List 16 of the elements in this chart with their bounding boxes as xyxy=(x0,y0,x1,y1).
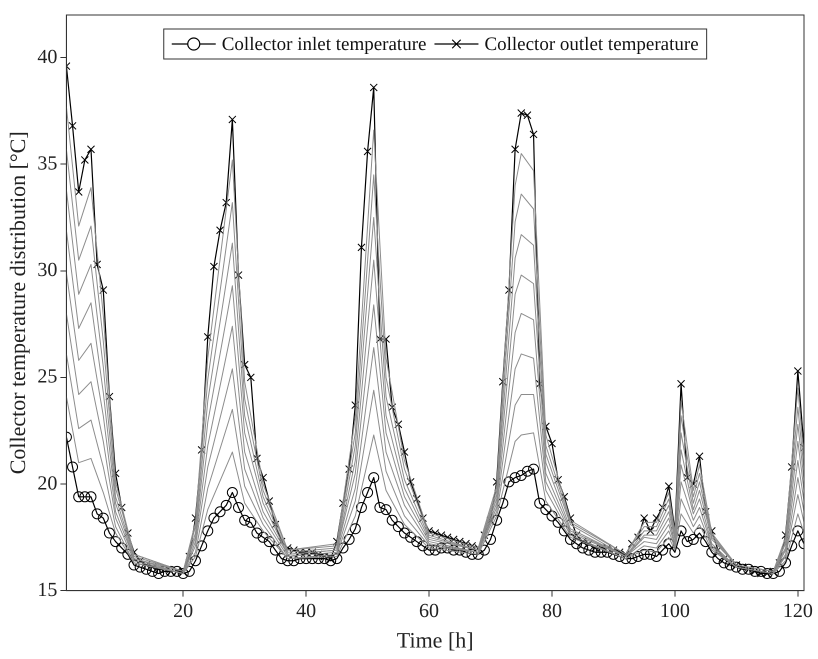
y-tick-label: 20 xyxy=(37,472,58,494)
y-tick-label: 15 xyxy=(37,578,58,601)
x-axis-title: Time [h] xyxy=(396,628,474,653)
legend-label: Collector inlet temperature xyxy=(222,34,426,55)
x-tick-label: 80 xyxy=(542,600,562,622)
y-tick-label: 30 xyxy=(37,259,58,282)
y-axis-title: Collector temperature distribution [°C] xyxy=(4,131,30,474)
x-tick-label: 60 xyxy=(419,600,440,622)
x-tick-label: 40 xyxy=(296,600,316,622)
legend-label: Collector outlet temperature xyxy=(484,34,699,55)
x-tick-label: 100 xyxy=(660,600,690,622)
x-tick-label: 20 xyxy=(173,600,194,622)
x-tick-label: 120 xyxy=(782,600,813,622)
y-tick-label: 25 xyxy=(37,366,58,388)
y-tick-label: 40 xyxy=(37,46,58,68)
y-tick-label: 35 xyxy=(37,152,58,174)
